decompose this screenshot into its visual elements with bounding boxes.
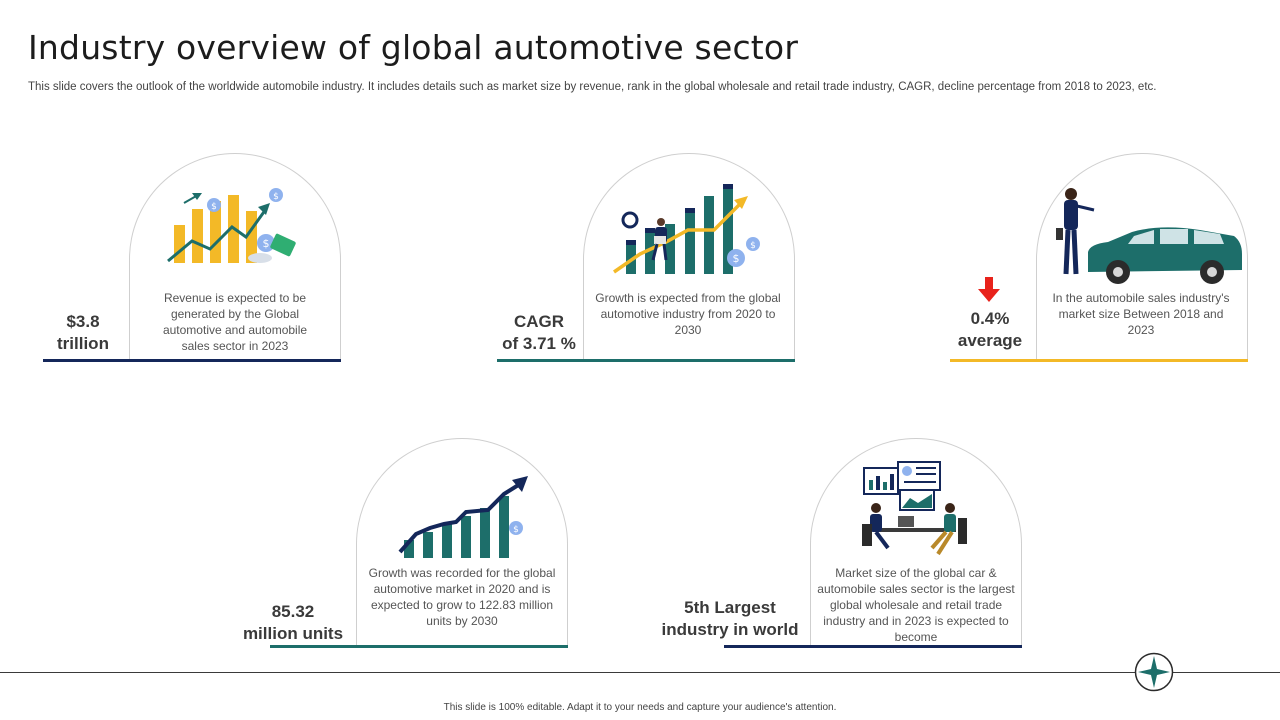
card-underline [950,359,1248,362]
card-underline [43,359,341,362]
card-value-line1: $3.8 [66,312,100,331]
card-value-line2: average [957,331,1023,350]
svg-text:$: $ [733,252,740,265]
svg-text:$: $ [211,202,217,212]
car-salesperson-icon [1056,188,1242,284]
card-value-line2: trillion [57,334,109,353]
footer-divider [0,672,1280,673]
svg-text:$: $ [513,525,519,535]
card-value-line2: of 3.71 % [502,334,576,353]
svg-text:$: $ [263,237,270,250]
card-underline [724,645,1022,648]
card-value-line2: industry in world [661,620,799,639]
card-description: Growth is expected from the global autom… [595,291,781,337]
card-description: Market size of the global car & automobi… [817,566,1015,644]
business-meeting-icon [862,461,967,556]
card-value-line1: 0.4% [970,309,1010,328]
svg-text:$: $ [750,241,756,251]
growth-bar-arrow-icon: $ [398,476,528,558]
card-value: $3.8 trillion [38,311,128,355]
footer-note: This slide is 100% editable. Adapt it to… [443,702,837,713]
card-value: 5th Largest industry in world [652,597,808,641]
card-underline [497,359,795,362]
red-down-arrow-icon [978,277,1000,302]
page-title: Industry overview of global automotive s… [28,28,799,67]
card-value: 0.4% average [945,308,1035,352]
card-description: Revenue is expected to be generated by t… [162,291,308,353]
card-value-line1: 85.32 [271,602,315,621]
page-subtitle: This slide covers the outlook of the wor… [28,81,1157,93]
card-description: In the automobile sales industry's marke… [1052,291,1230,337]
revenue-growth-chart-icon: $ $ $ [167,188,296,263]
card-value: CAGR of 3.71 % [492,311,586,355]
card-value-line1: CAGR [513,312,565,331]
svg-text:$: $ [273,192,279,202]
card-value: 85.32 million units [232,601,354,645]
compass-star-icon [1134,652,1174,692]
card-value-line1: 5th Largest [684,598,776,617]
card-underline [270,645,568,648]
card-description: Growth was recorded for the global autom… [368,566,556,628]
growth-chart-person-icon: $ $ [613,184,760,274]
card-value-line2: million units [242,624,344,643]
